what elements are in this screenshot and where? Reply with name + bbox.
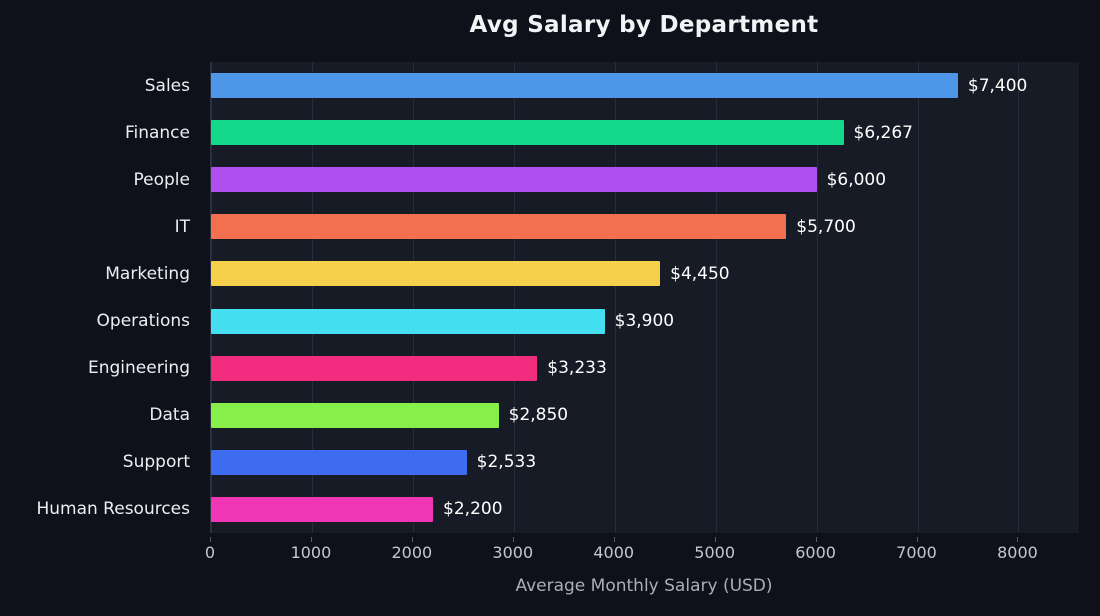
value-label-operations: $3,900 [614, 311, 675, 332]
x-tick-mark [916, 537, 918, 542]
category-label-engineering: Engineering [88, 358, 190, 379]
bar-people [211, 167, 817, 193]
gridline [715, 62, 717, 533]
bar-finance [211, 120, 844, 146]
gridline [211, 62, 212, 533]
x-tick-label: 5000 [694, 543, 735, 562]
category-label-operations: Operations [96, 311, 190, 332]
gridline [311, 62, 313, 533]
x-tick-label: 6000 [795, 543, 836, 562]
x-tick-mark [815, 537, 817, 542]
bar-human-resources [211, 496, 434, 522]
x-tick-label: 0 [204, 543, 216, 562]
gridline [614, 62, 616, 533]
x-tick-mark [512, 537, 514, 542]
value-label-engineering: $3,233 [547, 358, 607, 379]
bar-row-engineering: $3,233 [211, 345, 1079, 392]
x-axis-label: Average Monthly Salary (USD) [515, 576, 773, 596]
bar-row-human-resources: $2,200 [211, 486, 1079, 533]
x-tick-mark [1017, 537, 1019, 542]
plot-area: $7,400 $6,267 $6,000 $5,700 $4,450 $3,900 $3,2… [210, 62, 1079, 533]
bar-row-sales: $7,400 [211, 62, 1079, 109]
gridline [1018, 62, 1020, 533]
x-tick-label: 1000 [290, 543, 332, 562]
bar-marketing [211, 261, 661, 287]
x-tick-label: 2000 [391, 543, 433, 562]
y-axis-labels: Sales Finance People IT Marketing Operations E… [0, 62, 200, 533]
chart-title: Avg Salary by Department [469, 12, 819, 38]
bar-rows: $7,400 $6,267 $6,000 $5,700 $4,450 $3,900 $3,2… [211, 62, 1079, 533]
x-tick-label: 3000 [492, 543, 534, 562]
bar-sales [211, 73, 958, 99]
bar-row-marketing: $4,450 [211, 250, 1079, 297]
gridline [917, 62, 919, 533]
category-label-support: Support [122, 452, 190, 473]
category-label-data: Data [149, 405, 190, 426]
bar-support [211, 449, 467, 475]
x-tick-mark [210, 537, 211, 542]
bar-row-operations: $3,900 [211, 297, 1079, 344]
x-tick-label: 7000 [896, 543, 937, 562]
x-tick-label: 4000 [593, 543, 635, 562]
bar-row-data: $2,850 [211, 392, 1079, 439]
value-label-marketing: $4,450 [670, 263, 730, 284]
x-tick-label: 8000 [997, 543, 1038, 562]
value-label-people: $6,000 [826, 169, 887, 190]
bar-it [211, 214, 787, 240]
x-tick-mark [613, 537, 615, 542]
gridline [513, 62, 515, 533]
x-tick-mark [411, 537, 413, 542]
value-label-sales: $7,400 [967, 75, 1028, 96]
bar-engineering [211, 355, 538, 381]
category-label-people: People [133, 169, 190, 190]
value-label-data: $2,850 [508, 405, 569, 426]
bar-row-people: $6,000 [211, 156, 1079, 203]
gridline [816, 62, 818, 533]
gridline [412, 62, 414, 533]
category-label-human-resources: Human Resources [36, 499, 190, 520]
bar-row-finance: $6,267 [211, 109, 1079, 156]
bar-row-it: $5,700 [211, 203, 1079, 250]
bar-row-support: $2,533 [211, 439, 1079, 486]
x-tick-mark [310, 537, 312, 542]
value-label-finance: $6,267 [853, 122, 913, 143]
x-tick-mark [714, 537, 716, 542]
category-label-finance: Finance [124, 122, 190, 143]
bar-data [211, 402, 499, 428]
value-label-human-resources: $2,200 [443, 499, 503, 520]
category-label-sales: Sales [144, 75, 190, 96]
x-axis-ticks: 0 1000 2000 3000 4000 5000 6000 7000 8000 [205, 537, 1078, 563]
bar-operations [211, 308, 605, 334]
category-label-marketing: Marketing [105, 263, 190, 284]
value-label-support: $2,533 [476, 452, 537, 473]
category-label-it: IT [174, 216, 190, 237]
value-label-it: $5,700 [796, 216, 856, 237]
